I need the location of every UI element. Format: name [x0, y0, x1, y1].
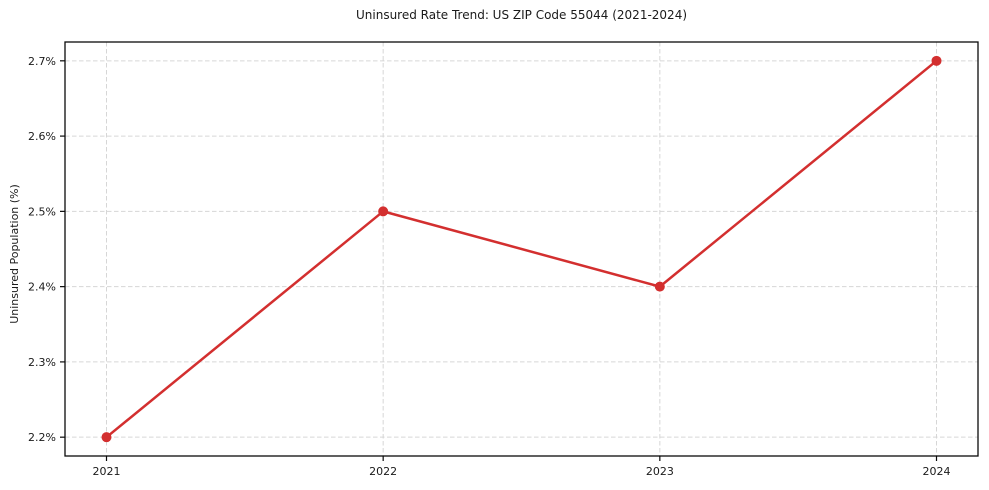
x-tick-label-2024: 2024: [923, 465, 951, 478]
data-point-2022: [378, 206, 389, 217]
data-point-2024: [931, 55, 942, 66]
y-tick-label-2.7: 2.7%: [28, 55, 56, 68]
y-tick-label-2.5: 2.5%: [28, 205, 56, 218]
plot-frame: [64, 41, 979, 457]
y-tick-label-2.4: 2.4%: [28, 281, 56, 294]
series-line-uninsured-rate: [105, 59, 938, 439]
x-tick-label-2023: 2023: [646, 465, 674, 478]
y-tick-label-2.6: 2.6%: [28, 130, 56, 143]
data-point-2021: [101, 432, 112, 443]
y-tick-label-2.2: 2.2%: [28, 431, 56, 444]
data-point-2023: [654, 281, 665, 292]
chart-title: Uninsured Rate Trend: US ZIP Code 55044 …: [355, 8, 688, 22]
y-tick-label-2.3: 2.3%: [28, 356, 56, 369]
x-tick-label-2022: 2022: [369, 465, 397, 478]
x-tick-label-2021: 2021: [93, 465, 121, 478]
